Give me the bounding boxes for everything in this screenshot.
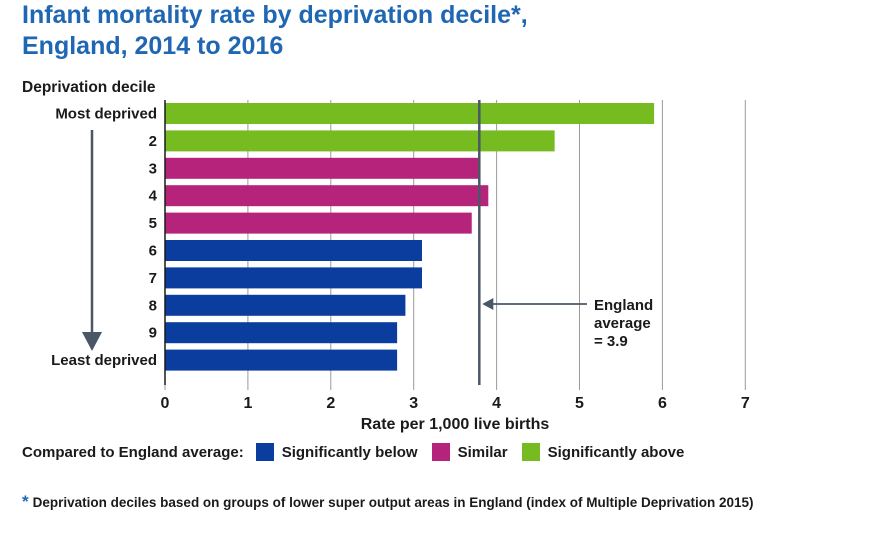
legend-item-similar: Similar bbox=[431, 443, 508, 461]
x-tick-label-4: 4 bbox=[492, 395, 501, 412]
category-label-2: 2 bbox=[149, 133, 157, 150]
x-tick-label-0: 0 bbox=[161, 395, 170, 412]
reference-label-line-1: England bbox=[594, 297, 653, 314]
footnote: * Deprivation deciles based on groups of … bbox=[22, 492, 754, 512]
bar-2 bbox=[165, 130, 555, 152]
legend-swatch-similar bbox=[431, 443, 450, 461]
reference-label-line-3: = 3.9 bbox=[594, 333, 628, 350]
legend-swatch-above bbox=[521, 443, 540, 461]
reference-label-line-2: average bbox=[594, 315, 651, 332]
category-label-3: 3 bbox=[149, 160, 157, 177]
title-line-1: Infant mortality rate by deprivation dec… bbox=[22, 1, 528, 29]
bar-7 bbox=[165, 267, 422, 289]
bar-6 bbox=[165, 240, 422, 261]
bar-1 bbox=[165, 103, 655, 124]
bar-5 bbox=[165, 212, 472, 234]
category-label-8: 8 bbox=[149, 297, 157, 314]
bar-3 bbox=[165, 157, 481, 179]
bar-4 bbox=[165, 185, 489, 207]
bar-10 bbox=[165, 349, 398, 371]
footnote-star: * bbox=[22, 492, 29, 511]
y-axis-title: Deprivation decile bbox=[22, 79, 156, 96]
x-tick-label-2: 2 bbox=[326, 395, 335, 412]
category-label-9: 9 bbox=[149, 325, 157, 342]
x-tick-label-1: 1 bbox=[243, 395, 252, 412]
category-label-4: 4 bbox=[149, 188, 158, 205]
legend-label-above: Significantly above bbox=[547, 443, 685, 461]
category-label-6: 6 bbox=[149, 243, 157, 260]
bar-chart: Deprivation decile Most deprived 2 3 4 5 6 7 8 9 L… bbox=[22, 79, 750, 433]
x-tick-label-7: 7 bbox=[741, 395, 750, 412]
category-label-5: 5 bbox=[149, 215, 157, 232]
legend-lead: Compared to England average: bbox=[22, 443, 244, 461]
footnote-text: Deprivation deciles based on groups of l… bbox=[32, 495, 754, 510]
legend: Compared to England average: Significant… bbox=[22, 441, 698, 463]
deprivation-arrow-head bbox=[82, 332, 102, 351]
x-tick-label-3: 3 bbox=[409, 395, 418, 412]
category-label-7: 7 bbox=[149, 270, 157, 287]
legend-label-similar: Similar bbox=[457, 443, 508, 461]
bar-9 bbox=[165, 322, 398, 344]
x-tick-label-6: 6 bbox=[658, 395, 667, 412]
bar-8 bbox=[165, 294, 406, 316]
legend-item-above: Significantly above bbox=[521, 443, 685, 461]
title-line-2: England, 2014 to 2016 bbox=[22, 32, 284, 60]
category-label-1: Most deprived bbox=[55, 106, 157, 123]
reference-pointer-arrowhead bbox=[482, 298, 494, 310]
legend-item-below: Significantly below bbox=[255, 443, 418, 461]
chart-title: Infant mortality rate by deprivation dec… bbox=[22, 0, 882, 62]
x-axis-title: Rate per 1,000 live births bbox=[361, 416, 550, 433]
legend-label-below: Significantly below bbox=[281, 443, 418, 461]
legend-swatch-below bbox=[255, 443, 274, 461]
category-label-10: Least deprived bbox=[51, 352, 157, 369]
x-tick-label-5: 5 bbox=[575, 395, 584, 412]
